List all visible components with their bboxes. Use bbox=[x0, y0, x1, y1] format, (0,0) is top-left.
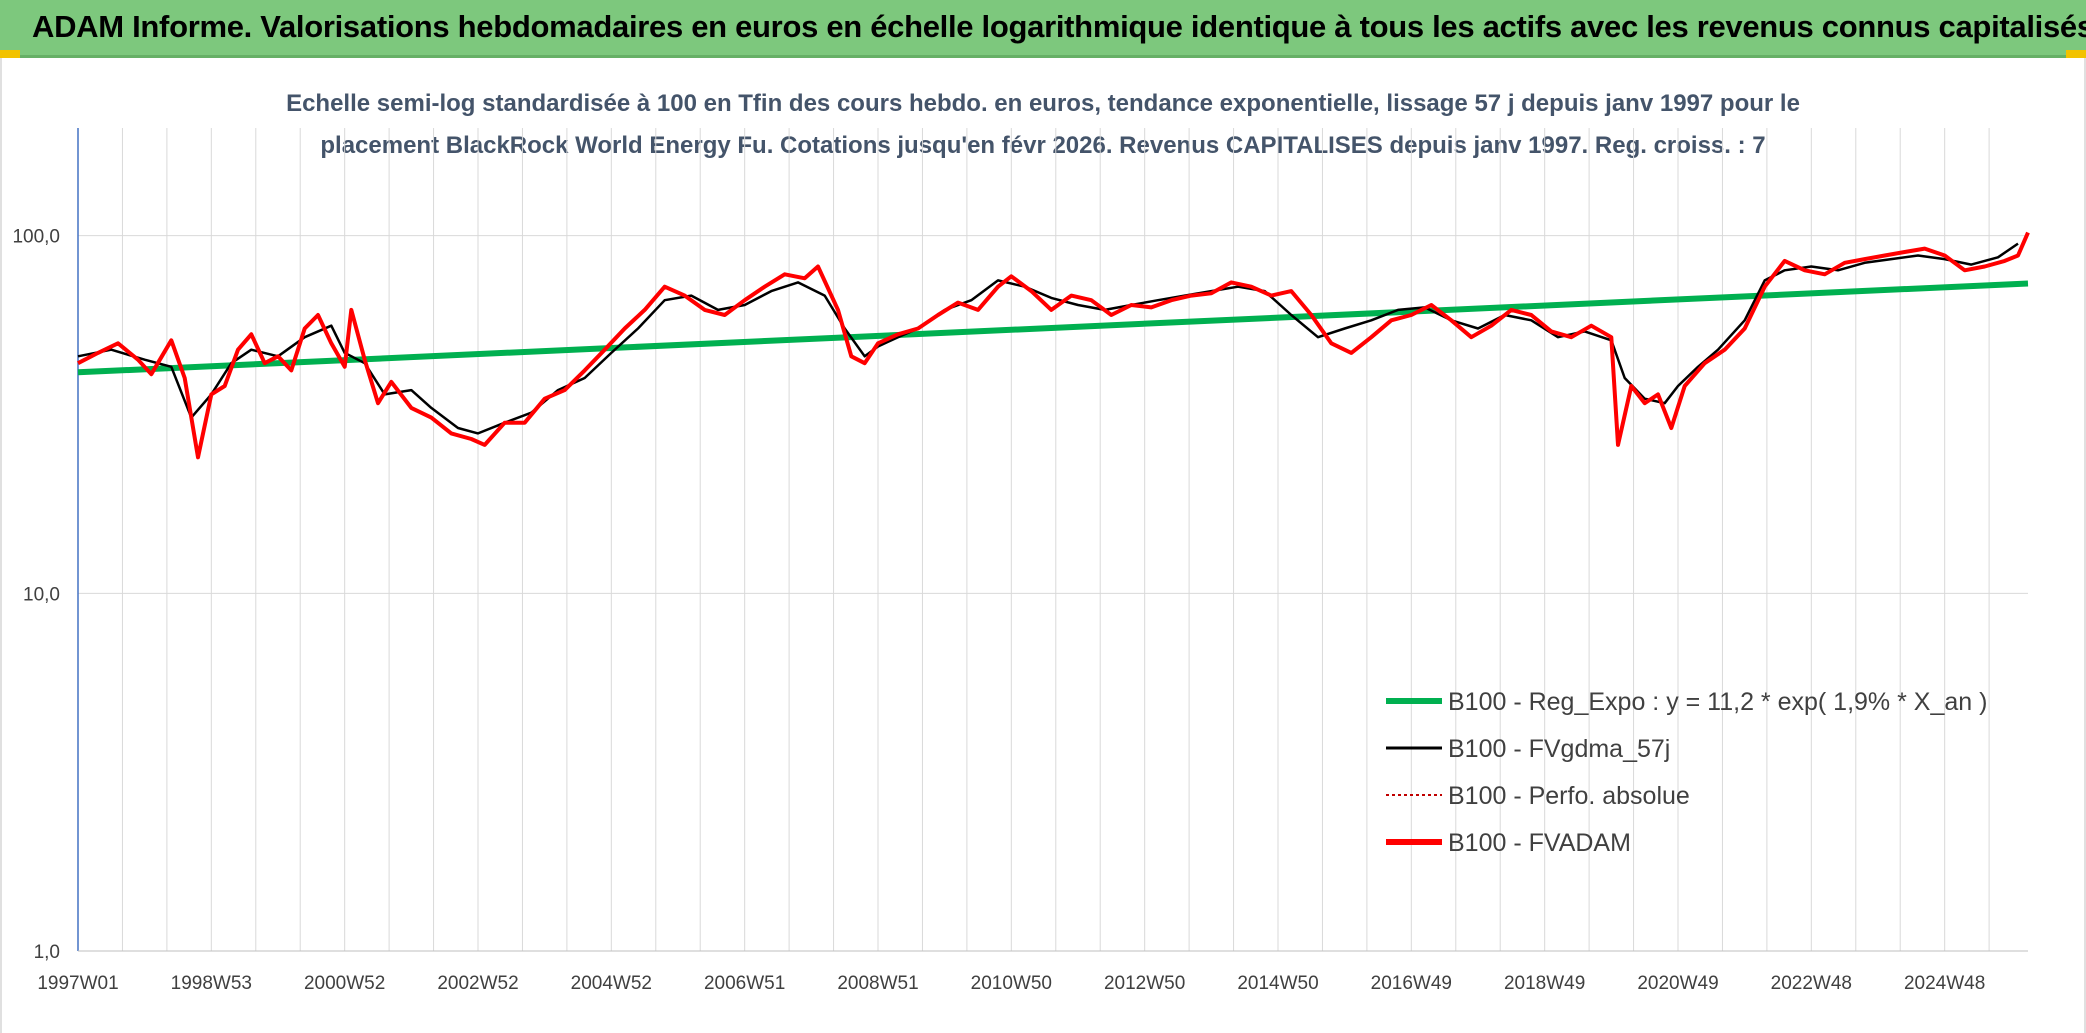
series-line-1 bbox=[77, 242, 2019, 435]
legend: B100 - Reg_Expo : y = 11,2 * exp( 1,9% *… bbox=[1386, 688, 1987, 857]
x-tick-label: 2018W49 bbox=[1504, 973, 1585, 994]
y-tick-label: 1,0 bbox=[34, 942, 60, 963]
axes: 1,0 10,0 100,0 1997W01 1998W53 2000W52 2002W52… bbox=[12, 128, 2028, 994]
x-tick-label: 2016W49 bbox=[1371, 973, 1452, 994]
legend-label-2: B100 - Perfo. absolue bbox=[1448, 782, 1690, 810]
series-line-3 bbox=[77, 231, 2030, 460]
chart-subtitle-line2: placement BlackRock World Energy Fu. Cot… bbox=[320, 132, 1765, 159]
x-tick-label: 2010W50 bbox=[971, 973, 1052, 994]
x-tick-label: 2008W51 bbox=[837, 973, 918, 994]
series-line-0 bbox=[77, 280, 2029, 376]
chart-frame bbox=[0, 58, 2086, 1033]
x-tick-label: 2024W48 bbox=[1904, 973, 1985, 994]
report-title: ADAM Informe. Valorisations hebdomadaire… bbox=[32, 9, 2086, 44]
y-tick-label: 10,0 bbox=[23, 584, 60, 605]
x-tick-label: 1998W53 bbox=[171, 973, 252, 994]
x-tick-label: 2006W51 bbox=[704, 973, 785, 994]
x-tick-label: 2014W50 bbox=[1237, 973, 1318, 994]
x-tick-label: 2012W50 bbox=[1104, 973, 1185, 994]
y-tick-label: 100,0 bbox=[12, 227, 60, 248]
title-banner: ADAM Informe. Valorisations hebdomadaire… bbox=[0, 0, 2086, 58]
x-tick-label: 2002W52 bbox=[437, 973, 518, 994]
x-tick-label: 2020W49 bbox=[1637, 973, 1718, 994]
gridlines bbox=[77, 128, 2028, 952]
x-tick-label: 2004W52 bbox=[571, 973, 652, 994]
chart-subtitle-line1: Echelle semi-log standardisée à 100 en T… bbox=[286, 90, 1800, 117]
legend-label-1: B100 - FVgdma_57j bbox=[1448, 735, 1670, 763]
corner-marker-right bbox=[2066, 50, 2086, 58]
corner-marker-left bbox=[0, 50, 20, 58]
x-tick-label: 2022W48 bbox=[1771, 973, 1852, 994]
x-tick-label: 1997W01 bbox=[37, 973, 118, 994]
legend-label-3: B100 - FVADAM bbox=[1448, 829, 1631, 857]
x-tick-label: 2000W52 bbox=[304, 973, 385, 994]
legend-label-0: B100 - Reg_Expo : y = 11,2 * exp( 1,9% *… bbox=[1448, 688, 1987, 716]
series bbox=[77, 231, 2030, 460]
